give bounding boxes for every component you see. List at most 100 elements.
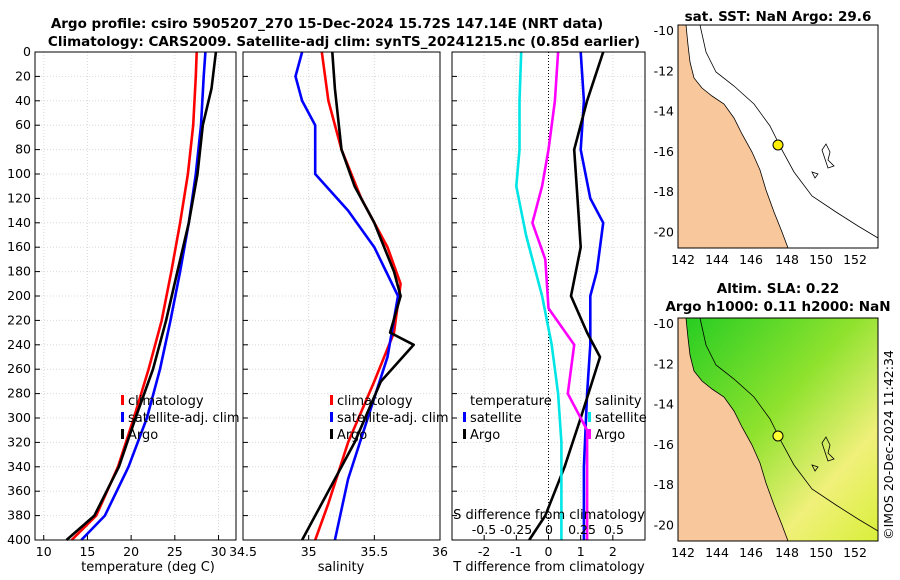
y-tick-label: 300 xyxy=(7,410,31,425)
y-tick-label: 0 xyxy=(23,44,31,59)
plot-frame xyxy=(242,51,441,541)
x-tick-label: 15 xyxy=(79,544,95,559)
y-tick-label: 240 xyxy=(7,337,31,352)
y-tick-label: 380 xyxy=(7,508,31,523)
map-x-tick-label: 148 xyxy=(775,252,799,267)
legend-swatch xyxy=(330,395,333,405)
map-y-tick-label: -18 xyxy=(654,477,674,492)
imos-watermark: ©IMOS 20-Dec-2024 11:42:34 xyxy=(881,350,896,540)
x-tick-label: 30 xyxy=(211,544,227,559)
legend-label: Argo xyxy=(337,428,367,443)
sla-map-title1: Altim. SLA: 0.22 xyxy=(717,281,839,297)
legend-swatch xyxy=(121,412,124,422)
legend-label: satellite-adj. clim xyxy=(128,411,240,426)
legend-label: satellite xyxy=(470,411,522,426)
difference-panel: -2 -1 0 1 2 temperature satellite Argo salinity s… xyxy=(451,51,647,559)
legend-label: Argo xyxy=(470,428,500,443)
map-y-tick-label: -12 xyxy=(654,356,674,371)
series-satellite-adj-clim xyxy=(80,51,207,541)
map-x-tick-label: 152 xyxy=(843,252,867,267)
y-tick-label: 100 xyxy=(7,166,31,181)
top-tick-label: 0.5 xyxy=(604,522,624,537)
map-y-tick-label: -14 xyxy=(654,104,674,119)
y-tick-label: 200 xyxy=(7,288,31,303)
legend-label: satellite-adj. clim xyxy=(337,411,449,426)
legend-swatch xyxy=(330,429,333,439)
map-x-tick-label: 152 xyxy=(843,545,867,560)
series-s-argo xyxy=(531,51,589,540)
legend-swatch xyxy=(588,412,591,422)
map-x-tick-label: 142 xyxy=(671,252,695,267)
map-x-tick-label: 146 xyxy=(739,545,763,560)
sst-isobath xyxy=(699,25,878,239)
series-t-satellite xyxy=(579,51,605,540)
legend-swatch xyxy=(463,429,466,439)
y-tick-label: 320 xyxy=(7,434,31,449)
salinity-xlabel: salinity xyxy=(318,560,365,575)
legend-label: satellite xyxy=(595,411,647,426)
y-tick-label: 20 xyxy=(15,68,31,83)
x-tick-label: 2 xyxy=(609,544,617,559)
y-tick-label: 160 xyxy=(7,239,31,254)
plot-frame xyxy=(451,51,646,541)
map-x-tick-label: 146 xyxy=(739,252,763,267)
series-climatology xyxy=(313,51,402,541)
sst-map-title: sat. SST: NaN Argo: 29.6 xyxy=(685,9,872,25)
x-tick-label: 1 xyxy=(577,544,585,559)
y-tick-label: 280 xyxy=(7,386,31,401)
map-x-tick-label: 150 xyxy=(809,252,833,267)
sst-map xyxy=(677,24,879,249)
x-tick-label: -2 xyxy=(478,544,490,559)
sst-land xyxy=(678,25,789,248)
map-x-tick-label: 144 xyxy=(705,545,729,560)
legend-swatch xyxy=(463,412,466,422)
x-tick-label: 34.5 xyxy=(229,544,257,559)
plot-frame xyxy=(34,51,237,541)
sla-map xyxy=(677,317,879,542)
legend-label: Argo xyxy=(128,428,158,443)
map-y-tick-label: -20 xyxy=(654,518,674,533)
legend-swatch xyxy=(330,412,333,422)
sst-reef xyxy=(811,143,835,179)
difference-xlabel: T difference from climatology xyxy=(452,560,645,575)
sla-argo-marker xyxy=(772,430,784,442)
x-tick-label: 0 xyxy=(545,544,553,559)
top-tick-label: -0.25 xyxy=(500,522,532,537)
map-y-tick-label: -10 xyxy=(654,23,674,38)
map-y-tick-label: -16 xyxy=(654,144,674,159)
y-tick-label: 120 xyxy=(7,190,31,205)
y-tick-label: 40 xyxy=(15,93,31,108)
y-tick-label: 400 xyxy=(7,532,31,547)
map-x-tick-label: 148 xyxy=(775,545,799,560)
sla-land xyxy=(678,318,789,541)
x-tick-label: 25 xyxy=(167,544,183,559)
sla-reef xyxy=(811,436,835,472)
y-tick-label: 360 xyxy=(7,483,31,498)
difference-top-label: S difference from climatology xyxy=(453,508,645,523)
map-y-tick-label: -10 xyxy=(654,316,674,331)
y-tick-label: 180 xyxy=(7,264,31,279)
top-tick-label: 0.25 xyxy=(568,522,596,537)
map-y-tick-label: -14 xyxy=(654,397,674,412)
series-argo xyxy=(300,51,416,541)
y-tick-label: 80 xyxy=(15,142,31,157)
map-ticks: 142 144 146 148 150 152 -10 -12 -14 -16 -18 -20 142 1… xyxy=(654,23,867,560)
legend-label: salinity xyxy=(595,394,642,409)
x-tick-label: 35.5 xyxy=(360,544,388,559)
sla-frame xyxy=(677,317,879,542)
legend-label: climatology xyxy=(337,394,413,409)
map-y-tick-label: -16 xyxy=(654,437,674,452)
sst-argo-marker xyxy=(772,139,784,151)
series-argo xyxy=(65,51,218,541)
x-tick-label: -1 xyxy=(510,544,522,559)
sst-frame xyxy=(677,24,879,249)
legend-swatch xyxy=(121,395,124,405)
title-line1: Argo profile: csiro 5905207_270 15-Dec-2… xyxy=(51,16,603,32)
legend-swatch xyxy=(121,429,124,439)
legend-swatch xyxy=(588,429,591,439)
x-tick-label: 10 xyxy=(36,544,52,559)
x-tick-label: 20 xyxy=(123,544,139,559)
y-tick-label: 340 xyxy=(7,459,31,474)
temperature-panel: 10 15 20 25 30020406080100120140160180200220… xyxy=(7,44,239,559)
